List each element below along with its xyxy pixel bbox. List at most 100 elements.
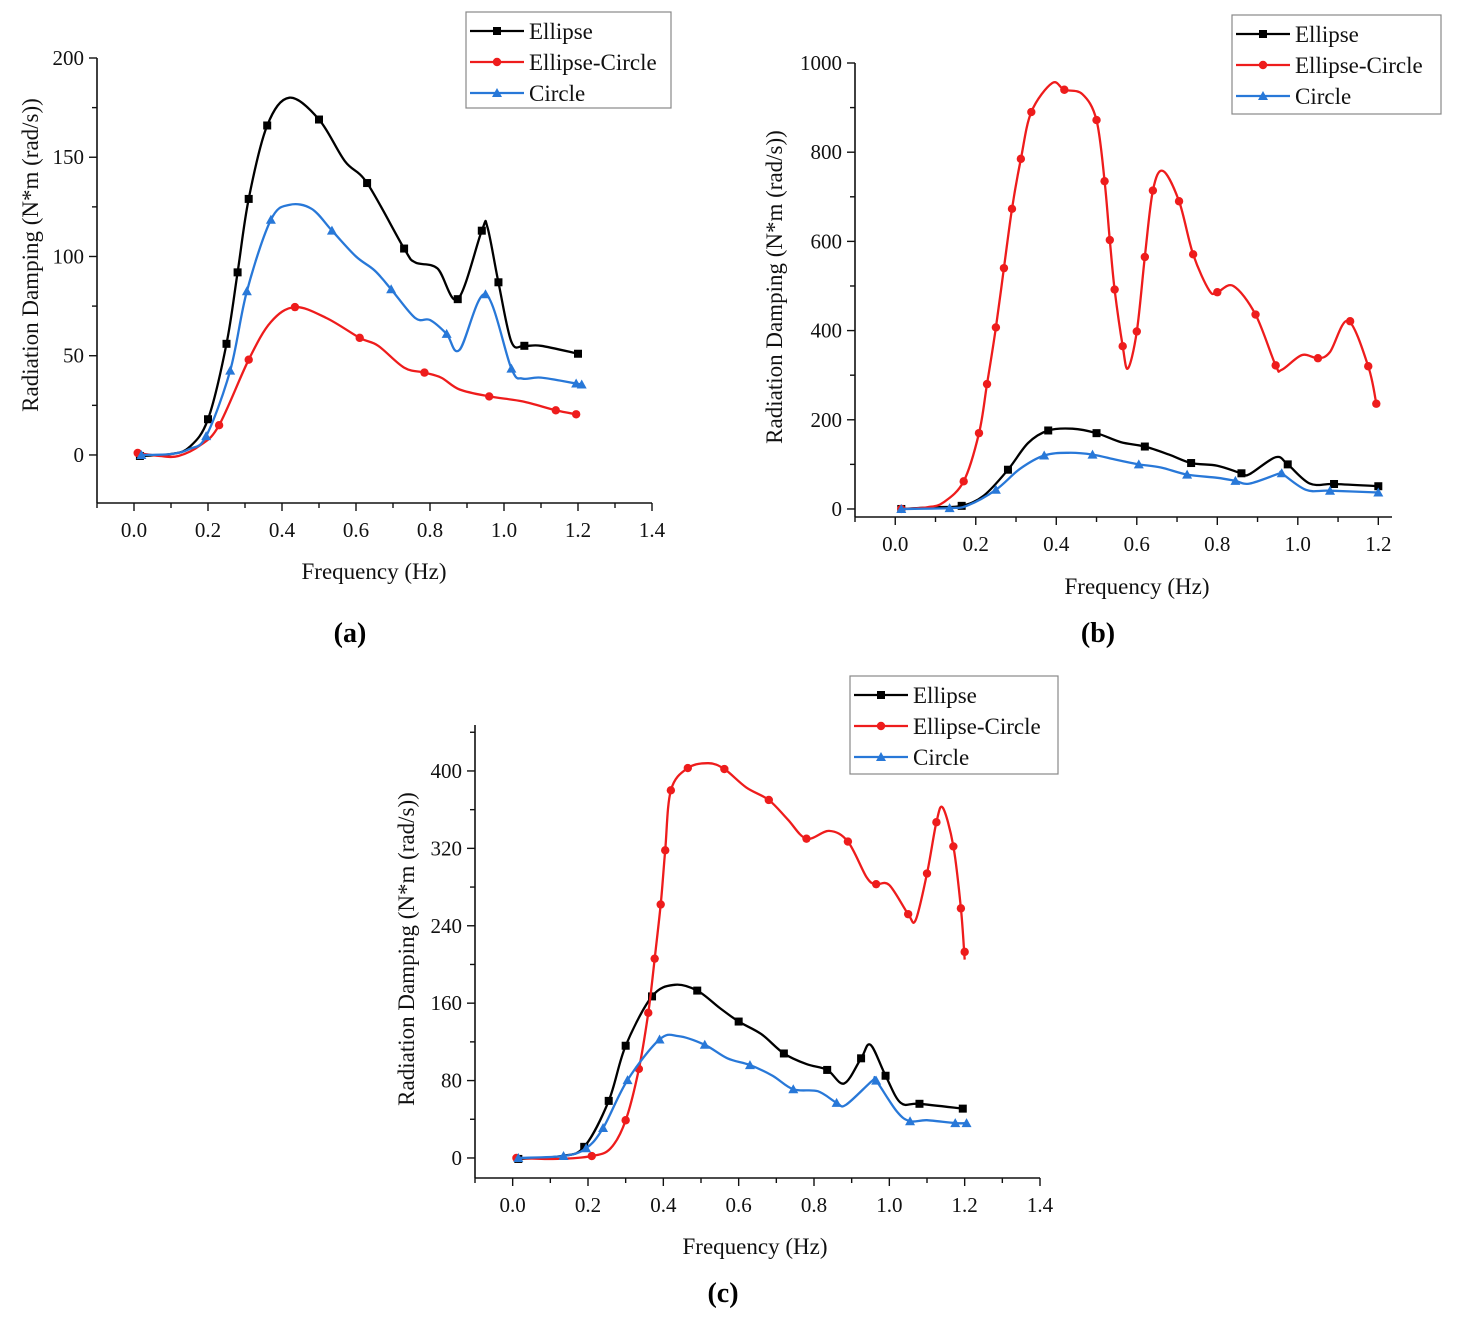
- x-tick-label: 1.0: [876, 1193, 902, 1217]
- legend-label: Ellipse: [529, 19, 593, 44]
- chart-panel-c: Frequency (Hz) Radiation Damping (N*m (r…: [394, 675, 1059, 1309]
- square-marker: [857, 1054, 866, 1063]
- x-axis-title: Frequency (Hz): [1065, 574, 1210, 599]
- circle-marker: [1110, 285, 1119, 294]
- x-tick-label: 1.2: [952, 1193, 978, 1217]
- circle-marker: [1060, 85, 1069, 94]
- circle-marker: [650, 954, 659, 963]
- circle-marker: [1372, 399, 1381, 408]
- circle-marker: [922, 869, 932, 878]
- square-marker: [400, 244, 409, 253]
- square-marker: [1003, 465, 1012, 474]
- triangle-marker: [654, 1034, 665, 1044]
- y-tick-label: 0: [832, 497, 843, 521]
- circle-marker: [1345, 317, 1355, 326]
- triangle-marker: [876, 752, 886, 761]
- triangle-marker: [326, 225, 337, 235]
- triangle-marker: [558, 1151, 569, 1161]
- x-tick-label: 0.8: [417, 518, 443, 542]
- axes: 0.0 0.2 0.4 0.6 0.8 1.0 1.2 1.4 0 80 160 240 320 400: [431, 725, 1054, 1217]
- square-marker: [1374, 482, 1383, 491]
- circle-marker: [1100, 176, 1109, 186]
- circle-marker: [802, 834, 811, 843]
- series-line: [139, 96, 579, 458]
- panel-label: (a): [334, 618, 367, 649]
- circle-marker: [1174, 197, 1184, 206]
- axes: 0.0 0.2 0.4 0.6 0.8 1.0 1.2 0 200 400 600 800 1000: [800, 51, 1392, 556]
- legend-item: Ellipse: [854, 683, 977, 708]
- triangle-marker: [1182, 469, 1193, 479]
- circle-marker: [1092, 115, 1101, 125]
- square-marker: [493, 27, 501, 35]
- square-marker: [363, 179, 372, 188]
- series-line: [518, 983, 963, 1161]
- square-marker: [244, 194, 253, 203]
- triangle-marker: [990, 484, 1001, 494]
- triangle-marker: [513, 1152, 524, 1162]
- circle-marker: [960, 947, 969, 957]
- square-marker: [823, 1065, 832, 1074]
- circle-marker: [956, 904, 966, 913]
- triangle-marker: [622, 1075, 633, 1085]
- triangle-marker: [1258, 91, 1268, 100]
- circle-marker: [551, 406, 560, 415]
- square-marker: [957, 501, 966, 510]
- triangle-marker: [744, 1060, 755, 1070]
- square-marker: [520, 341, 529, 350]
- y-tick-label: 800: [811, 140, 843, 164]
- square-marker: [1044, 426, 1053, 435]
- circle-marker: [982, 379, 992, 389]
- triangle-marker: [1039, 450, 1050, 460]
- legend: Ellipse Ellipse-Circle Circle: [1231, 14, 1442, 115]
- circle-marker: [999, 263, 1009, 273]
- y-tick-label: 320: [431, 836, 463, 860]
- x-axis-title: Frequency (Hz): [302, 559, 447, 584]
- square-marker: [693, 986, 702, 995]
- legend-label: Circle: [913, 745, 969, 770]
- x-tick-label: 0.4: [1043, 532, 1070, 556]
- y-tick-label: 100: [53, 244, 85, 268]
- series-ellipse: [514, 983, 967, 1163]
- circle-marker: [871, 879, 881, 889]
- square-marker: [263, 121, 272, 130]
- series-ellipse-circle: [897, 81, 1381, 514]
- series-line: [141, 202, 582, 457]
- triangle-marker: [831, 1097, 842, 1107]
- triangle-marker: [265, 214, 276, 224]
- circle-marker: [1313, 354, 1323, 363]
- triangle-marker: [201, 431, 212, 441]
- y-tick-label: 400: [811, 319, 843, 343]
- circle-marker: [1007, 204, 1017, 214]
- x-tick-label: 1.2: [1365, 532, 1391, 556]
- triangle-marker: [871, 1075, 882, 1085]
- square-marker: [1283, 460, 1292, 469]
- triangle-marker: [961, 1118, 972, 1128]
- triangle-marker: [896, 503, 907, 513]
- x-tick-label: 1.4: [1027, 1193, 1054, 1217]
- circle-marker: [214, 420, 224, 430]
- circle-marker: [492, 57, 502, 67]
- circle-marker: [1027, 107, 1036, 117]
- square-marker: [734, 1017, 743, 1026]
- y-tick-label: 1000: [800, 51, 842, 75]
- circle-marker: [991, 323, 1001, 332]
- circle-marker: [1016, 154, 1026, 164]
- circle-marker: [959, 477, 968, 486]
- square-marker: [315, 115, 323, 124]
- legend-item: Ellipse: [470, 19, 593, 44]
- circle-marker: [355, 333, 364, 343]
- y-axis-title: Radiation Damping (N*m (rad/s)): [18, 98, 43, 412]
- circle-marker: [420, 368, 429, 377]
- square-marker: [1140, 442, 1149, 451]
- square-marker: [222, 339, 231, 348]
- circle-marker: [1271, 361, 1280, 370]
- series-ellipse: [897, 426, 1383, 513]
- circle-marker: [1188, 250, 1198, 259]
- triangle-marker: [480, 289, 491, 299]
- triangle-marker: [1325, 485, 1336, 495]
- x-tick-label: 0.6: [1124, 532, 1150, 556]
- square-marker: [881, 1071, 890, 1080]
- square-marker: [877, 691, 885, 699]
- square-marker: [204, 415, 212, 424]
- y-tick-label: 80: [441, 1069, 462, 1093]
